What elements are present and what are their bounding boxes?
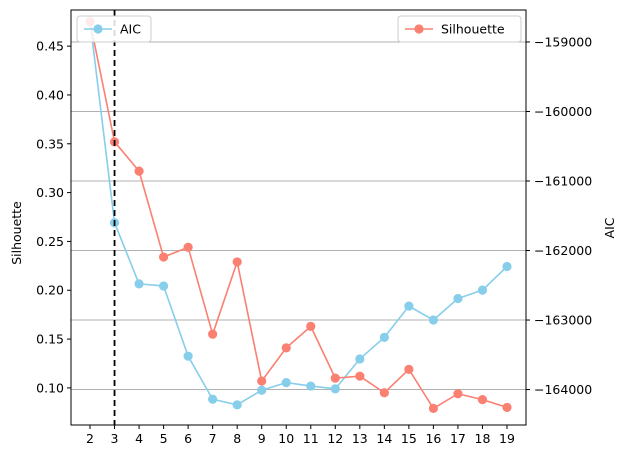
data-point-silhouette bbox=[158, 252, 169, 262]
left-axis-title: Silhouette bbox=[9, 201, 24, 265]
left-y-tick-label: 0.20 bbox=[36, 283, 64, 298]
legend-layer: AIC Silhouette bbox=[76, 15, 522, 43]
x-tick-label: 6 bbox=[184, 431, 192, 446]
data-point-aic bbox=[404, 301, 414, 311]
data-point-aic bbox=[453, 293, 463, 304]
left-y-tick-label: 0.15 bbox=[36, 332, 64, 347]
data-point-aic bbox=[379, 332, 389, 343]
legend-label-aic: AIC bbox=[120, 22, 141, 37]
data-point-silhouette bbox=[477, 395, 488, 405]
data-point-silhouette bbox=[257, 376, 267, 386]
right-y-tick-label: −163000 bbox=[534, 313, 592, 328]
x-tick-label: 13 bbox=[352, 431, 368, 446]
legend-label-silhouette: Silhouette bbox=[441, 22, 505, 37]
x-tick-label: 17 bbox=[450, 431, 466, 446]
data-point-silhouette bbox=[379, 388, 389, 398]
x-tick-label: 5 bbox=[160, 431, 168, 446]
x-tick-label: 18 bbox=[475, 431, 491, 446]
x-tick-label: 19 bbox=[499, 431, 515, 446]
left-y-tick-label: 0.30 bbox=[36, 185, 64, 200]
x-tick-label: 4 bbox=[135, 431, 143, 446]
data-point-silhouette bbox=[330, 373, 340, 383]
x-tick-label: 2 bbox=[86, 431, 94, 446]
legend-box-aic bbox=[76, 15, 152, 43]
left-y-tick-label: 0.35 bbox=[36, 136, 64, 151]
data-point-aic bbox=[183, 351, 193, 361]
right-y-tick-label: −164000 bbox=[534, 382, 592, 397]
left-y-tick-label: 0.25 bbox=[36, 234, 64, 249]
data-point-aic bbox=[306, 381, 316, 391]
right-y-tick-label: −161000 bbox=[534, 174, 592, 189]
x-tick-label: 11 bbox=[303, 431, 319, 446]
x-tick-label: 8 bbox=[233, 431, 241, 446]
data-point-aic bbox=[134, 279, 144, 289]
x-tick-label: 12 bbox=[327, 431, 343, 446]
data-point-aic bbox=[355, 354, 365, 364]
series-line-silhouette bbox=[89, 21, 508, 410]
x-tick-label: 10 bbox=[278, 431, 294, 446]
data-point-silhouette bbox=[453, 389, 463, 399]
x-tick-label: 16 bbox=[425, 431, 441, 446]
legend-box-silhouette bbox=[397, 15, 522, 43]
data-point-silhouette bbox=[306, 321, 316, 331]
data-point-silhouette bbox=[281, 343, 291, 353]
legend-marker-silhouette bbox=[414, 24, 424, 34]
data-point-silhouette bbox=[355, 371, 365, 381]
axes-layer: 2 3 4 5 6 7 8 9 10 11 12 13 14 15 16 17 18 19 0.10 0.15 0.20… bbox=[36, 9, 592, 446]
data-point-aic bbox=[158, 281, 169, 291]
data-point-silhouette bbox=[232, 257, 242, 267]
series-line-aic bbox=[89, 21, 508, 406]
data-point-silhouette bbox=[428, 403, 439, 413]
series-layer bbox=[85, 16, 512, 413]
data-point-silhouette bbox=[183, 242, 193, 252]
right-y-tick-label: −162000 bbox=[534, 243, 592, 258]
data-point-aic bbox=[502, 261, 512, 272]
data-point-silhouette bbox=[134, 166, 144, 176]
x-tick-label: 14 bbox=[376, 431, 392, 446]
data-point-aic bbox=[281, 377, 291, 388]
left-y-tick-label: 0.40 bbox=[36, 87, 64, 102]
data-point-aic bbox=[477, 285, 488, 295]
data-point-silhouette bbox=[208, 329, 218, 339]
plot-frame bbox=[70, 9, 527, 426]
data-point-aic bbox=[208, 394, 218, 404]
x-tick-label: 3 bbox=[111, 431, 119, 446]
left-y-tick-label: 0.10 bbox=[36, 380, 64, 395]
x-tick-label: 15 bbox=[401, 431, 417, 446]
right-y-tick-label: −160000 bbox=[534, 104, 592, 119]
data-point-aic bbox=[232, 400, 242, 410]
data-point-aic bbox=[330, 384, 340, 394]
right-y-tick-label: −159000 bbox=[534, 34, 592, 49]
x-tick-label: 7 bbox=[209, 431, 217, 446]
x-tick-label: 9 bbox=[258, 431, 266, 446]
legend-marker-aic bbox=[93, 24, 103, 34]
data-point-silhouette bbox=[502, 402, 512, 413]
right-axis-title: AIC bbox=[602, 217, 617, 238]
data-point-aic bbox=[428, 315, 439, 325]
left-y-tick-label: 0.45 bbox=[36, 39, 64, 54]
data-point-silhouette bbox=[404, 364, 414, 374]
data-point-aic bbox=[257, 385, 267, 395]
